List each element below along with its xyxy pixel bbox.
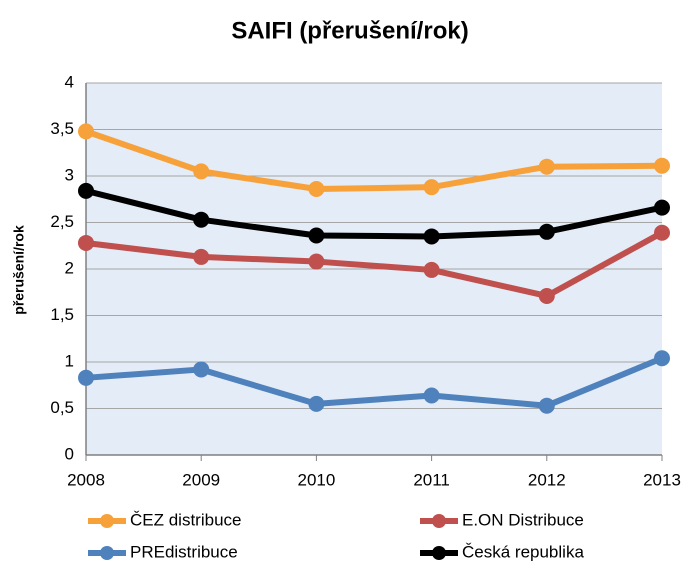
y-tick-label: 0 — [65, 444, 74, 463]
y-tick-label: 0,5 — [50, 398, 74, 417]
x-tick-label: 2013 — [643, 470, 681, 489]
data-point — [423, 387, 440, 404]
data-point — [538, 223, 555, 240]
data-point — [654, 157, 670, 174]
series-line — [85, 230, 664, 299]
x-tick-label: 2008 — [67, 470, 105, 489]
series-line — [85, 187, 663, 240]
x-tick-label: 2010 — [297, 470, 335, 489]
data-point — [308, 227, 325, 244]
legend-label: E.ON Distribuce — [462, 510, 584, 529]
data-point — [308, 253, 325, 270]
data-point — [78, 123, 94, 140]
data-point — [654, 350, 670, 367]
data-point — [538, 287, 555, 304]
x-tick-label: 2012 — [528, 470, 566, 489]
series-line — [85, 128, 663, 193]
y-tick-label: 1,5 — [50, 305, 74, 324]
data-point — [308, 181, 325, 198]
data-point — [78, 234, 94, 251]
data-point — [78, 182, 94, 199]
y-tick-label: 3 — [65, 165, 74, 184]
legend-marker — [432, 546, 446, 560]
y-tick-label: 2 — [65, 258, 74, 277]
data-point — [423, 228, 440, 245]
data-point — [193, 361, 210, 378]
data-point — [308, 395, 325, 412]
legend-marker — [100, 514, 114, 528]
y-tick-label: 3,5 — [50, 119, 74, 138]
y-axis-label: přerušení/rok — [11, 225, 27, 315]
y-tick-label: 1 — [65, 351, 74, 370]
legend-label: ČEZ distribuce — [130, 510, 241, 529]
y-tick-label: 4 — [65, 72, 74, 91]
data-point — [654, 224, 670, 241]
chart-title: SAIFI (přerušení/rok) — [231, 17, 468, 44]
x-tick-label: 2009 — [182, 470, 220, 489]
data-point — [193, 248, 210, 265]
data-point — [78, 369, 94, 386]
data-point — [654, 199, 670, 216]
data-point — [423, 261, 440, 278]
data-point — [423, 179, 440, 196]
data-point — [193, 211, 210, 228]
y-tick-label: 2,5 — [50, 212, 74, 231]
series-line — [85, 355, 664, 409]
data-point — [538, 397, 555, 414]
data-point — [193, 163, 210, 180]
legend-marker — [432, 514, 446, 528]
legend-marker — [100, 546, 114, 560]
x-tick-label: 2011 — [413, 470, 450, 489]
legend-label: PREdistribuce — [130, 542, 238, 561]
legend-label: Česká republika — [462, 542, 584, 561]
data-point — [538, 158, 555, 175]
